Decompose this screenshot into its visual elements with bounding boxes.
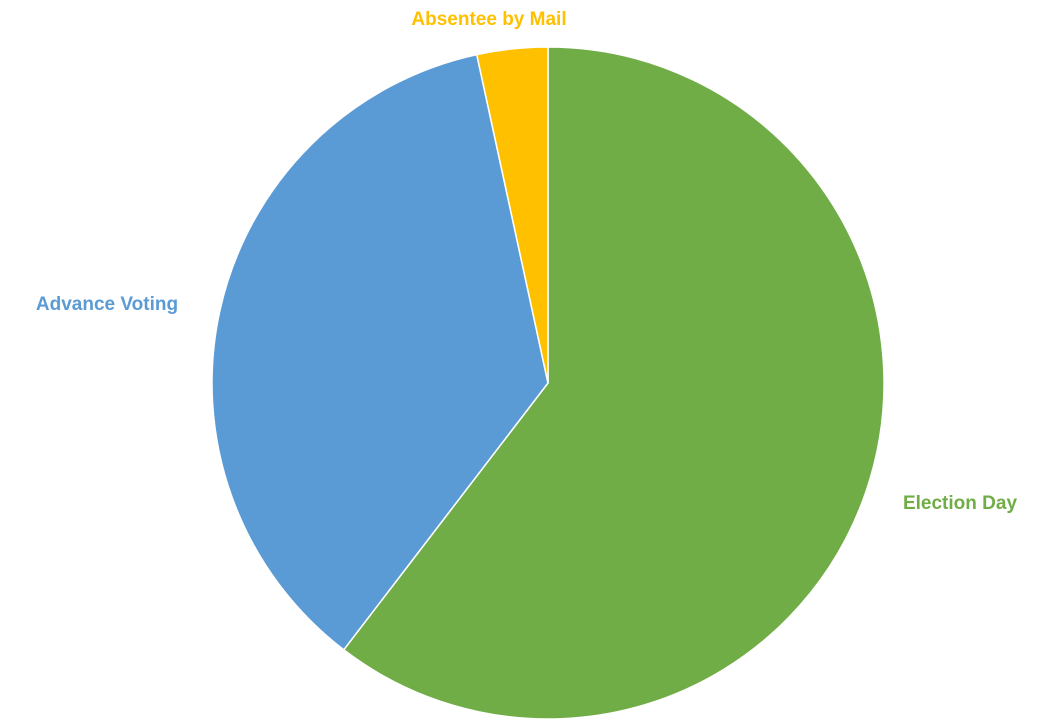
pie-slice-absentee-by-mail [475, 46, 549, 384]
pie-slices [211, 46, 885, 719]
label-absentee-by-mail: Absentee by Mail [411, 9, 566, 30]
label-advance-voting: Advance Voting [36, 294, 178, 315]
pie-slice-election-day [342, 46, 885, 719]
slice-labels: Election Day Advance Voting Absentee by … [36, 9, 1018, 514]
pie-slice-advance-voting [211, 53, 549, 651]
label-election-day: Election Day [903, 493, 1017, 514]
